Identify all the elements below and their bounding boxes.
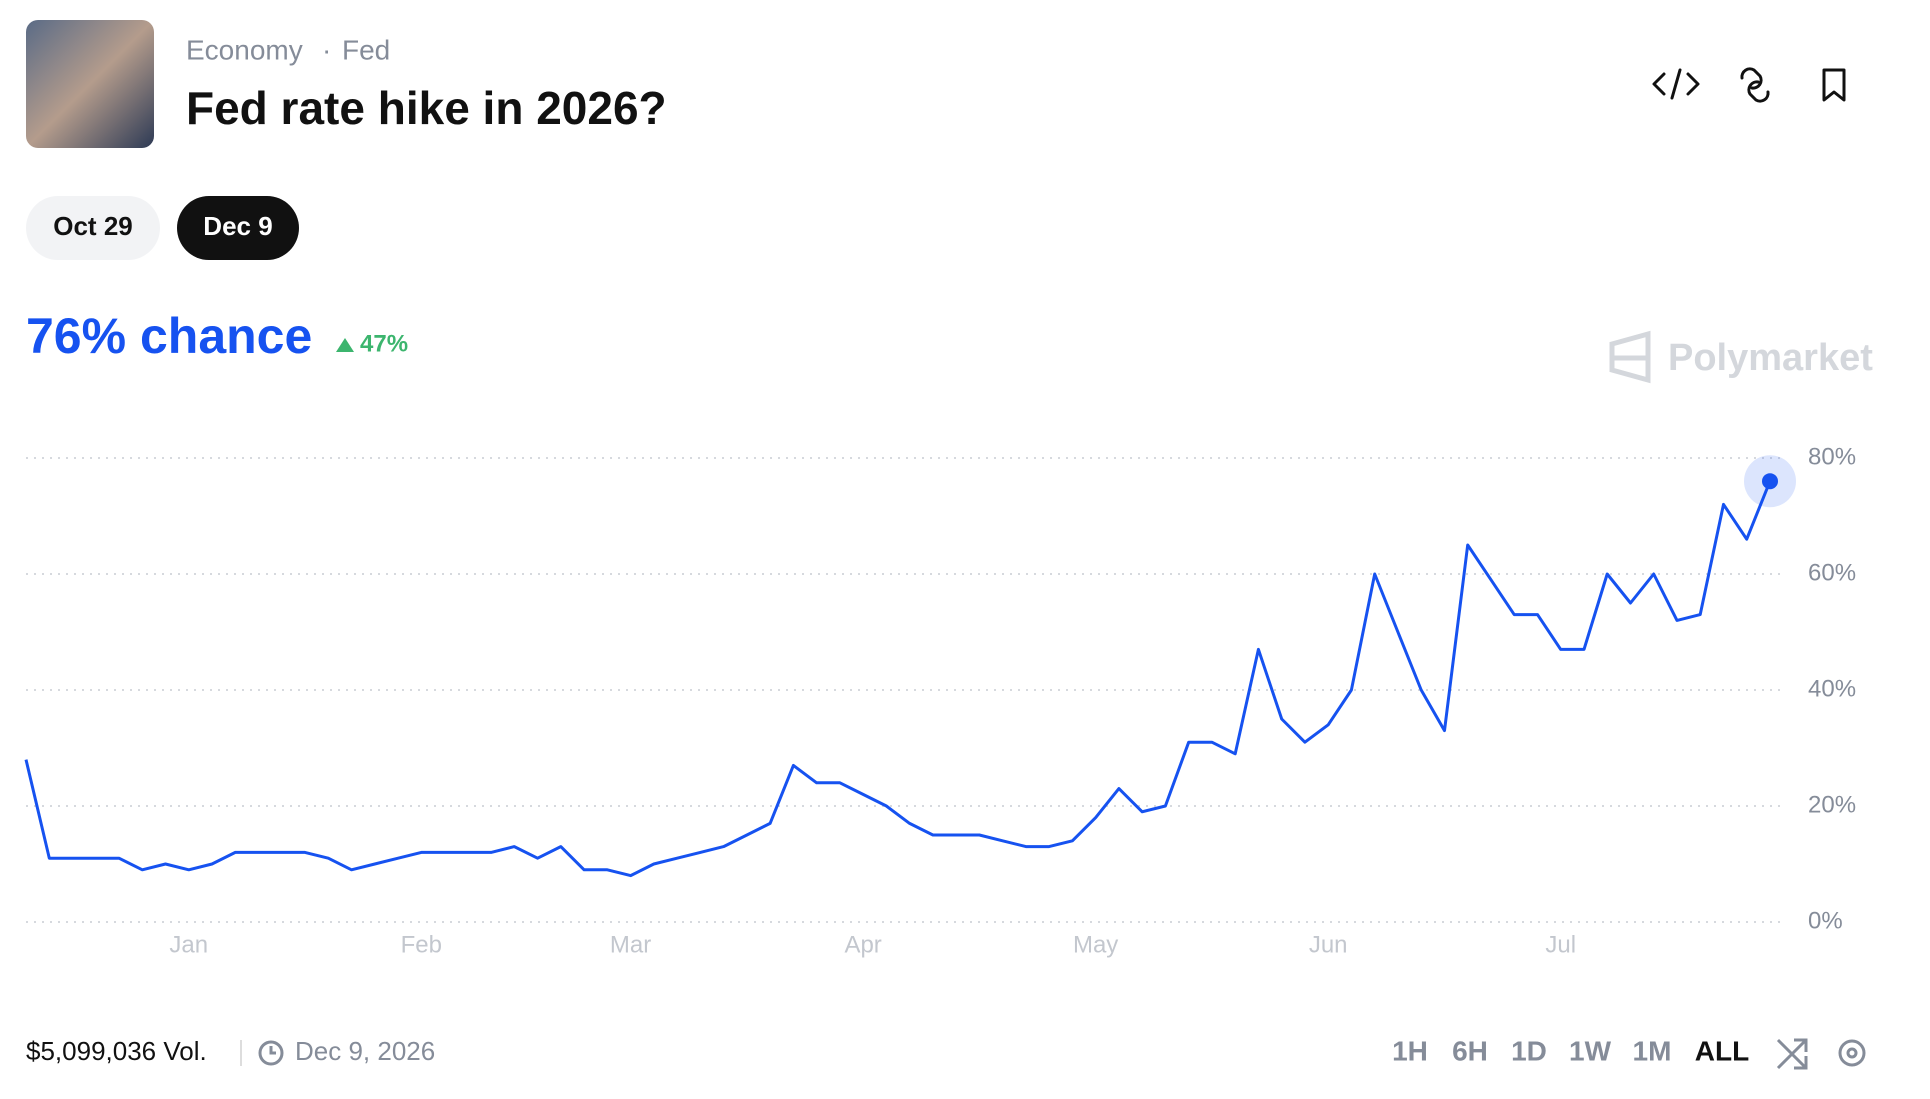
up-arrow <box>336 338 354 352</box>
x-tick-label: Jun <box>1309 931 1348 958</box>
x-tick-label: May <box>1073 931 1118 958</box>
date: Dec 9, 2026 <box>295 1036 435 1066</box>
settings-icon[interactable] <box>1838 1039 1866 1067</box>
thumbnail <box>26 20 154 148</box>
x-tick-label: Jan <box>169 931 208 958</box>
volume: $5,099,036 Vol. <box>26 1036 207 1066</box>
logo <box>1609 330 1651 384</box>
x-tick-label: Jul <box>1545 931 1576 958</box>
separator: · <box>322 34 331 65</box>
y-tick-label: 80% <box>1808 443 1856 470</box>
line <box>24 480 1772 878</box>
range-button[interactable]: ALL <box>1695 1035 1749 1066</box>
end-point <box>1762 473 1778 490</box>
bookmark-icon[interactable] <box>1822 68 1846 102</box>
y-tick-label: 0% <box>1808 907 1843 934</box>
y-tick-label: 60% <box>1808 559 1856 586</box>
clock-icon <box>258 1040 284 1066</box>
range-button[interactable]: 1D <box>1511 1035 1547 1066</box>
tab-label[interactable]: Oct 29 <box>53 211 133 241</box>
x-tick-label: Mar <box>610 931 651 958</box>
link-icon[interactable] <box>1740 67 1770 103</box>
range-button[interactable]: 6H <box>1452 1035 1488 1066</box>
y-tick-label: 40% <box>1808 675 1856 702</box>
settings-center <box>1846 1047 1858 1059</box>
shuffle-icon[interactable] <box>1776 1038 1808 1070</box>
tab-active[interactable] <box>177 196 299 260</box>
breadcrumb[interactable]: Fed <box>342 34 390 65</box>
y-tick-label: 20% <box>1808 791 1856 818</box>
change: 47% <box>360 330 408 357</box>
embed-icon[interactable] <box>1652 68 1700 100</box>
tab-label[interactable]: Dec 9 <box>203 211 272 241</box>
range-button[interactable]: 1H <box>1392 1035 1428 1066</box>
range-button[interactable]: 1M <box>1633 1035 1672 1066</box>
clock-hand <box>269 1046 276 1055</box>
watermark: Polymarket <box>1668 337 1873 379</box>
headline: 76% chance <box>26 308 312 364</box>
tab[interactable] <box>26 196 160 260</box>
range-button[interactable]: 1W <box>1569 1035 1612 1066</box>
x-tick-label: Feb <box>401 931 442 958</box>
x-tick-label: Apr <box>844 931 881 958</box>
title: Fed rate hike in 2026? <box>186 82 667 134</box>
breadcrumb[interactable]: Economy <box>186 34 303 65</box>
